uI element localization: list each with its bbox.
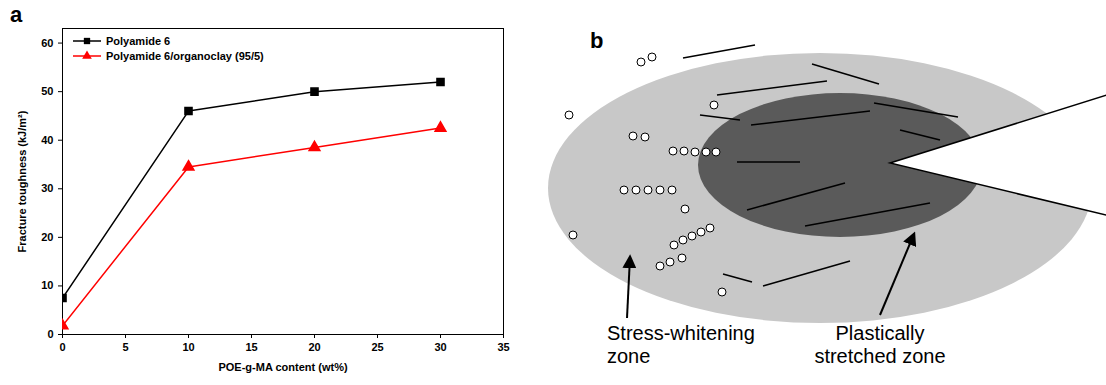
svg-text:Fracture toughness (kJ/m²): Fracture toughness (kJ/m²) [16, 110, 28, 252]
svg-text:30: 30 [41, 182, 53, 194]
svg-text:60: 60 [41, 37, 53, 49]
svg-text:25: 25 [371, 341, 383, 353]
svg-text:5: 5 [122, 341, 128, 353]
svg-text:20: 20 [41, 231, 53, 243]
svg-text:30: 30 [434, 341, 446, 353]
svg-text:0: 0 [47, 328, 53, 340]
svg-text:15: 15 [245, 341, 257, 353]
html-text:a: a [10, 2, 23, 27]
svg-text:Stress-whiteningzone: Stress-whiteningzone [607, 322, 755, 367]
svg-text:35: 35 [497, 341, 509, 353]
svg-text:Plasticallystretched zone: Plasticallystretched zone [814, 322, 945, 367]
svg-text:POE-g-MA content (wt%): POE-g-MA content (wt%) [218, 361, 347, 373]
svg-text:10: 10 [182, 341, 194, 353]
svg-text:50: 50 [41, 85, 53, 97]
svg-text:0: 0 [59, 341, 65, 353]
svg-text:b: b [590, 28, 603, 53]
html-text:Polyamide 6/organoclay (95/5): Polyamide 6/organoclay (95/5) [106, 49, 264, 62]
html-text:Polyamide 6: Polyamide 6 [106, 34, 171, 47]
svg-text:20: 20 [308, 341, 320, 353]
svg-text:10: 10 [41, 279, 53, 291]
svg-text:40: 40 [41, 134, 53, 146]
